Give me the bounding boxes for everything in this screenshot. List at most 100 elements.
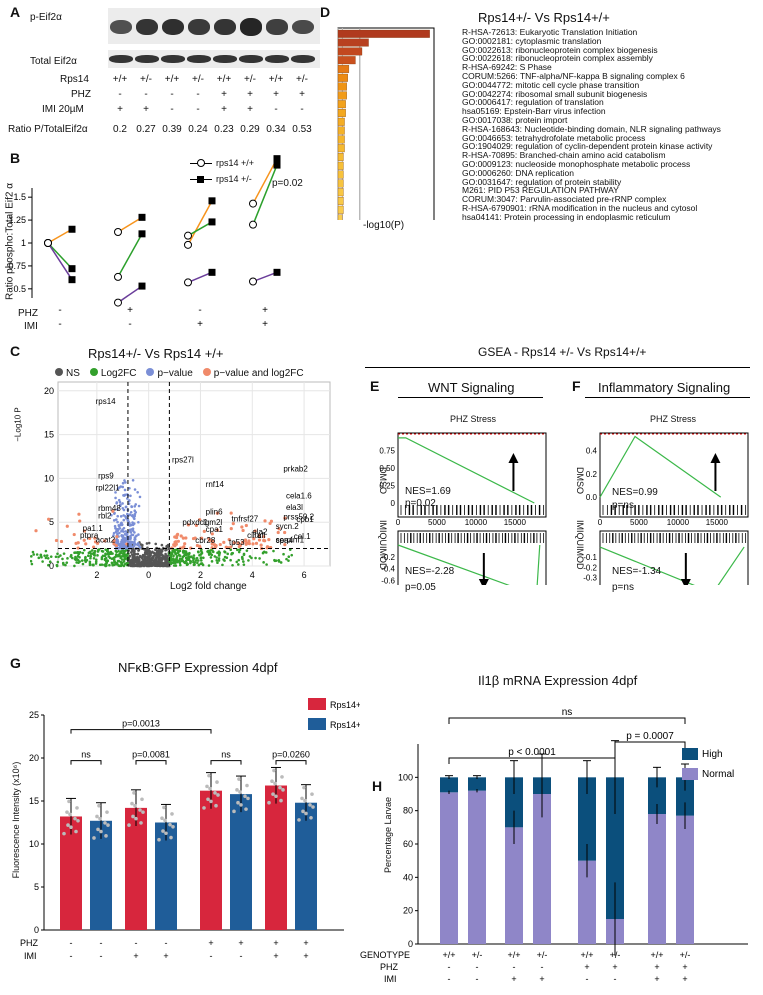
imi-sign: + [303, 951, 308, 961]
wt-point [114, 272, 122, 281]
log2fc-point [108, 563, 111, 567]
y-tick-label: 15 [44, 430, 54, 440]
ns-point [132, 560, 136, 564]
sig-label: ns [81, 750, 91, 760]
data-dot [140, 797, 144, 802]
sig-point [257, 534, 261, 538]
wt-point [249, 277, 257, 286]
log2fc-point [47, 563, 50, 567]
es-curve-bottom [397, 544, 541, 585]
panel-label-f: F [572, 378, 581, 394]
wt-point [184, 278, 192, 287]
phz-sign: - [70, 938, 73, 948]
log2fc-point [179, 563, 182, 567]
peif2a-band [266, 19, 288, 35]
data-dot [163, 818, 167, 823]
y-tick-label: 0.75 [379, 447, 395, 456]
log2fc-point [248, 555, 252, 558]
phz-value: + [273, 89, 279, 100]
log2fc-point [238, 548, 242, 552]
bar-high [440, 777, 458, 793]
il1b-title: Il1β mRNA Expression 4dpf [478, 673, 638, 688]
enrichment-bar [337, 29, 430, 38]
data-dot [272, 768, 276, 773]
y-tick-label: 1 [21, 238, 26, 248]
phz-sign: + [303, 938, 308, 948]
pvalue-point [123, 545, 127, 549]
bar-high [606, 777, 624, 919]
ratio-value: 0.34 [266, 124, 286, 135]
log2fc-point [207, 553, 211, 556]
x-tick-label-top: 0 [396, 518, 401, 527]
genotype-value: +/+ [442, 950, 455, 960]
log2fc-point [202, 556, 205, 560]
pair-line [187, 221, 213, 237]
y-tick-label: 60 [403, 839, 413, 849]
legend-wt: rps14 +/+ [190, 158, 254, 168]
nfkb-title: NFκB:GFP Expression 4dpf [118, 660, 278, 675]
log2fc-point [107, 555, 111, 558]
sig-point [218, 542, 222, 547]
pvalue-point [137, 533, 140, 536]
log2fc-point [221, 563, 224, 567]
panel-label-d: D [320, 4, 331, 20]
enrichment-term: GO:0022613: ribonucleoprotein complex bi… [462, 44, 658, 55]
enrichment-title: Rps14+/- Vs Rps14+/+ [478, 10, 610, 25]
het-point [208, 268, 216, 276]
sig-point [244, 542, 248, 546]
phz-sign: - [58, 305, 61, 316]
sig-bracket [448, 717, 686, 724]
enrichment-bar [337, 82, 347, 91]
rps-value: +/+ [112, 74, 128, 85]
imi-sign: - [586, 974, 589, 984]
log2fc-point [86, 554, 90, 557]
pvalue-point [137, 544, 141, 547]
phz-label: PHZ [20, 938, 39, 948]
bar-normal [533, 794, 551, 944]
log2fc-point [45, 554, 49, 557]
log2fc-point [217, 559, 221, 562]
pvalue-point [119, 504, 122, 508]
pvalue-point [121, 543, 125, 546]
gene-label: cpa4 [276, 536, 294, 545]
log2fc-point [73, 564, 76, 568]
y-tick-label: 1.5 [13, 192, 26, 202]
data-dot [168, 822, 172, 827]
ns-point [151, 557, 154, 561]
sig-point [227, 538, 231, 542]
log2fc-point [106, 548, 109, 552]
enrichment-term: GO:0046653: tetrahydrofolate metabolic p… [462, 132, 646, 143]
es-curve-top [398, 437, 535, 504]
log2fc-point [272, 549, 275, 553]
legend-item: Log2FC [89, 368, 136, 379]
pvalue-point [133, 542, 137, 546]
pair-line [117, 285, 143, 304]
pair-line [117, 233, 143, 278]
ns-point [134, 552, 137, 556]
gene-label: ciita [247, 531, 262, 540]
es-curve-bottom [599, 546, 745, 585]
x-tick-label-top: 0 [598, 518, 603, 527]
sig-point [194, 523, 198, 527]
rps-value: +/- [244, 74, 256, 85]
gene-label: prss59.2 [283, 513, 314, 522]
sig-point [200, 536, 204, 540]
inflammatory-p-top: p=ns [612, 500, 634, 511]
sig-label: p=0.0013 [122, 719, 160, 729]
pvalue-point [133, 540, 136, 544]
sig-point [92, 545, 96, 549]
panel-b-ratio-plot: 1.5 1.25 1 0.75 0.5 - - + - - + + + Ratio phospho:To… [0, 150, 330, 332]
data-dot [104, 834, 108, 838]
log2fc-point [32, 553, 36, 556]
pvalue-point [124, 505, 128, 509]
log2fc-point [41, 560, 44, 563]
sig-label: p=0.0260 [272, 750, 310, 760]
x-tick-label-top: 5000 [428, 518, 446, 527]
log2fc-point [104, 552, 107, 556]
legend-swatch-normal [682, 768, 698, 780]
pvalue-point [131, 523, 135, 527]
log2fc-point [56, 560, 60, 564]
sig-point [115, 535, 119, 539]
log2fc-point [78, 555, 81, 559]
row-label-rps14: Rps14 [60, 74, 89, 85]
